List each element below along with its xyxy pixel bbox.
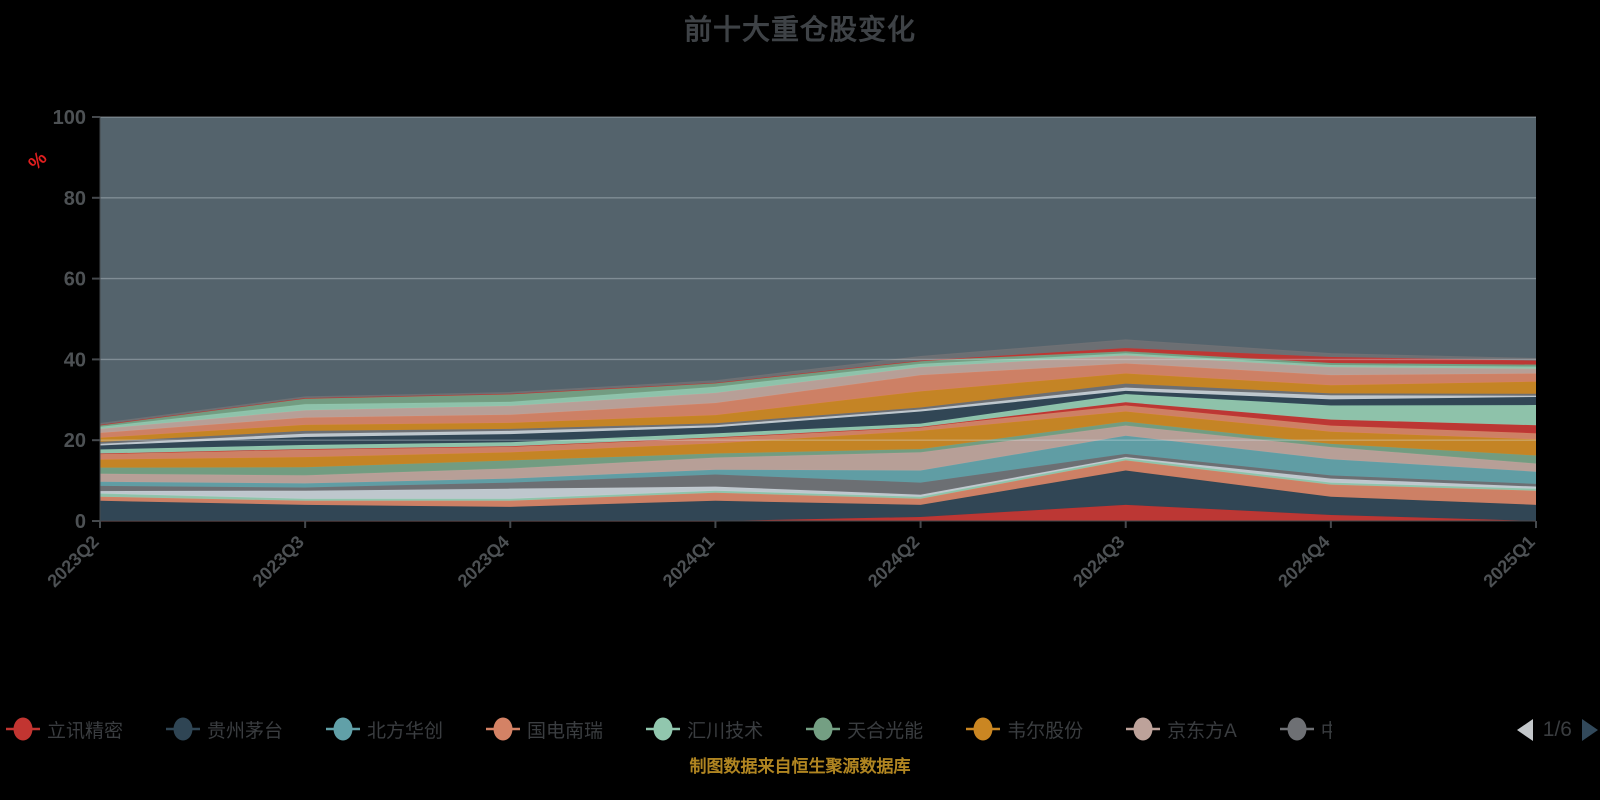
area-series-18	[100, 355, 1536, 433]
area-series-5	[100, 453, 1536, 495]
legend-item-7[interactable]: 韦尔股份	[966, 716, 1083, 743]
x-tick-label: 2023Q2	[43, 532, 102, 591]
x-tick-label: 2023Q4	[454, 532, 513, 591]
x-tick-label: 2024Q1	[659, 532, 718, 591]
chart-title: 前十大重仓股变化	[683, 14, 916, 45]
legend-line-circle-icon	[966, 717, 1001, 741]
x-tick-label: 2024Q3	[1069, 532, 1128, 591]
legend-item-6[interactable]: 天合光能	[806, 716, 923, 743]
y-tick-label: 20	[64, 430, 86, 452]
legend-line-circle-icon	[326, 717, 361, 741]
legend-label: 国电南瑞	[527, 720, 604, 742]
x-tick-label: 2024Q2	[864, 532, 923, 591]
legend-item-2[interactable]: 贵州茅台	[166, 716, 283, 743]
data-source-caption: 制图数据来自恒生聚源数据库	[689, 757, 911, 776]
y-axis-unit-label: %	[25, 148, 52, 175]
x-tick-label: 2024Q4	[1274, 532, 1333, 591]
legend-label: 北方华创	[367, 720, 444, 742]
legend-line-circle-icon	[6, 717, 40, 741]
legend-line-circle-icon	[486, 717, 521, 741]
series-top-line-22	[99, 339, 1537, 425]
legend-item-4[interactable]: 国电南瑞	[486, 716, 603, 743]
legend-prev-page-icon[interactable]	[1516, 719, 1533, 741]
legend-item-8[interactable]: 京东方A	[1126, 716, 1237, 743]
y-tick-label: 0	[75, 511, 86, 533]
area-series-13	[100, 390, 1536, 450]
x-tick-label: 2025Q1	[1479, 532, 1538, 591]
area-series-0	[100, 504, 1536, 521]
area-series-7	[100, 425, 1536, 484]
axes	[92, 116, 1537, 528]
legend-line-circle-icon	[166, 717, 201, 741]
legend-line-circle-icon	[646, 717, 681, 741]
y-tick-label: 60	[64, 269, 86, 291]
legend-item-5[interactable]: 汇川技术	[646, 716, 763, 743]
legend-next-page-icon[interactable]	[1582, 719, 1598, 741]
legend-label: 汇川技术	[687, 720, 764, 742]
area-series-4	[100, 457, 1536, 499]
area-series-8	[100, 421, 1536, 476]
legend-line-circle-icon	[806, 717, 841, 741]
legend-label: 京东方A	[1167, 720, 1237, 742]
legend: 立讯精密 贵州茅台 北方华创 国电南瑞 汇川技术 天合光能 韦尔股份 京东方A 中	[6, 706, 1486, 752]
legend-item-3[interactable]: 北方华创	[326, 716, 443, 743]
x-axis-labels: 2023Q2 2023Q3 2023Q4 2024Q1 2024Q2 2024Q3 2024…	[43, 532, 1538, 591]
legend-page-indicator: 1/6	[1542, 718, 1572, 741]
legend-pager: 1/6	[1516, 714, 1598, 746]
legend-label: 中	[1320, 720, 1332, 742]
grid-lines	[100, 116, 1536, 441]
legend-label: 韦尔股份	[1007, 720, 1084, 742]
area-series-2	[100, 460, 1536, 507]
legend-line-circle-icon	[1279, 717, 1314, 741]
area-series-16	[100, 373, 1536, 442]
legend-label: 贵州茅台	[207, 720, 284, 742]
x-tick-label: 2023Q3	[249, 532, 308, 591]
area-series-1	[100, 470, 1536, 521]
area-series-17	[100, 363, 1536, 438]
legend-item-1[interactable]: 立讯精密	[6, 716, 123, 743]
legend-item-9[interactable]: 中	[1279, 716, 1332, 743]
area-series-6	[100, 435, 1536, 488]
legend-line-circle-icon	[1126, 717, 1161, 741]
area-series-12	[100, 394, 1536, 454]
y-axis-labels: 0 20 40 60 80 100	[53, 107, 86, 533]
area-series-group	[99, 339, 1537, 522]
y-tick-label: 100	[53, 107, 86, 129]
y-tick-label: 40	[64, 349, 86, 371]
legend-label: 天合光能	[847, 720, 924, 742]
legend-label: 立讯精密	[47, 720, 124, 742]
y-tick-label: 80	[64, 188, 86, 210]
